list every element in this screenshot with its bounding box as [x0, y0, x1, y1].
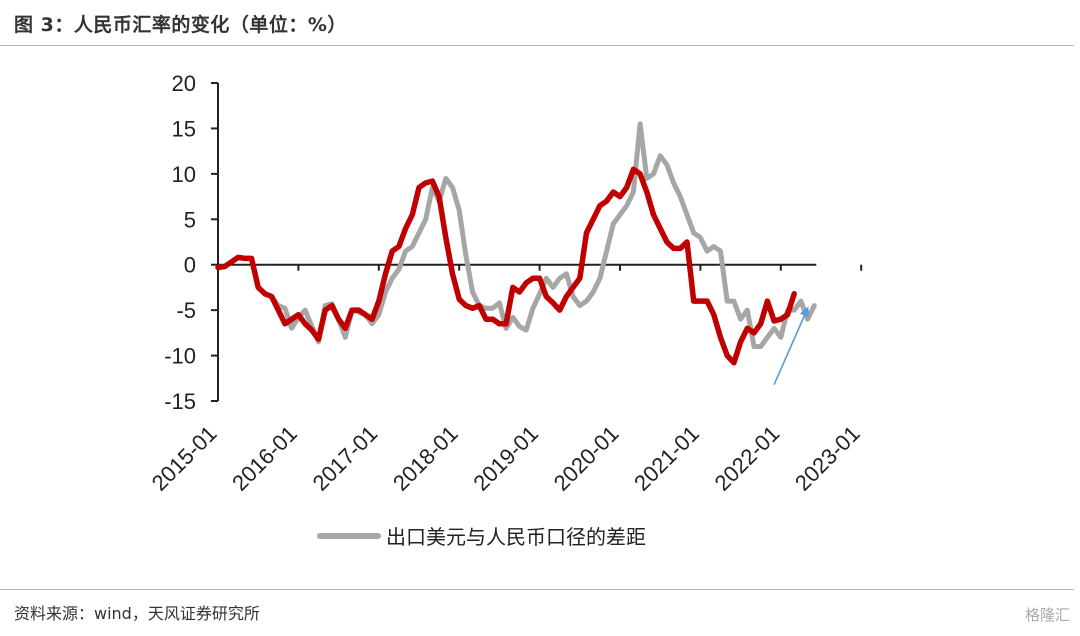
series-line-0 — [215, 121, 817, 349]
y-tick-label: -5 — [176, 298, 196, 323]
chart-series — [215, 121, 817, 366]
watermark-logo: 格隆汇 — [1024, 606, 1070, 624]
x-tick-label: 2021-01 — [629, 421, 704, 496]
x-tick-label: 2020-01 — [549, 421, 624, 496]
title-divider — [0, 45, 1074, 46]
y-tick-label: 15 — [172, 116, 196, 141]
x-tick-label: 2016-01 — [227, 421, 302, 496]
y-tick-label: 20 — [172, 71, 196, 96]
x-tick-label: 2017-01 — [308, 421, 383, 496]
y-tick-label: 0 — [184, 253, 196, 278]
source-note: 资料来源：wind，天风证券研究所 — [14, 604, 260, 623]
legend-label: 出口美元与人民币口径的差距 — [386, 525, 646, 549]
x-tick-label: 2015-01 — [147, 421, 222, 496]
y-tick-label: -15 — [164, 389, 196, 414]
x-tick-label: 2023-01 — [790, 421, 865, 496]
source-divider — [0, 589, 1074, 590]
figure-title: 图 3：人民币汇率的变化（单位：%） — [14, 14, 347, 36]
chart-annotation — [773, 306, 809, 385]
y-tick-label: 10 — [172, 162, 196, 187]
x-tick-label: 2018-01 — [388, 421, 463, 496]
x-tick-label: 2022-01 — [710, 421, 785, 496]
y-tick-label: 5 — [184, 207, 196, 232]
x-tick-label: 2019-01 — [468, 421, 543, 496]
chart-legend: 出口美元与人民币口径的差距 — [317, 525, 646, 549]
y-tick-label: -10 — [164, 344, 196, 369]
trend-arrow — [773, 306, 809, 385]
series-line-1 — [215, 166, 797, 366]
